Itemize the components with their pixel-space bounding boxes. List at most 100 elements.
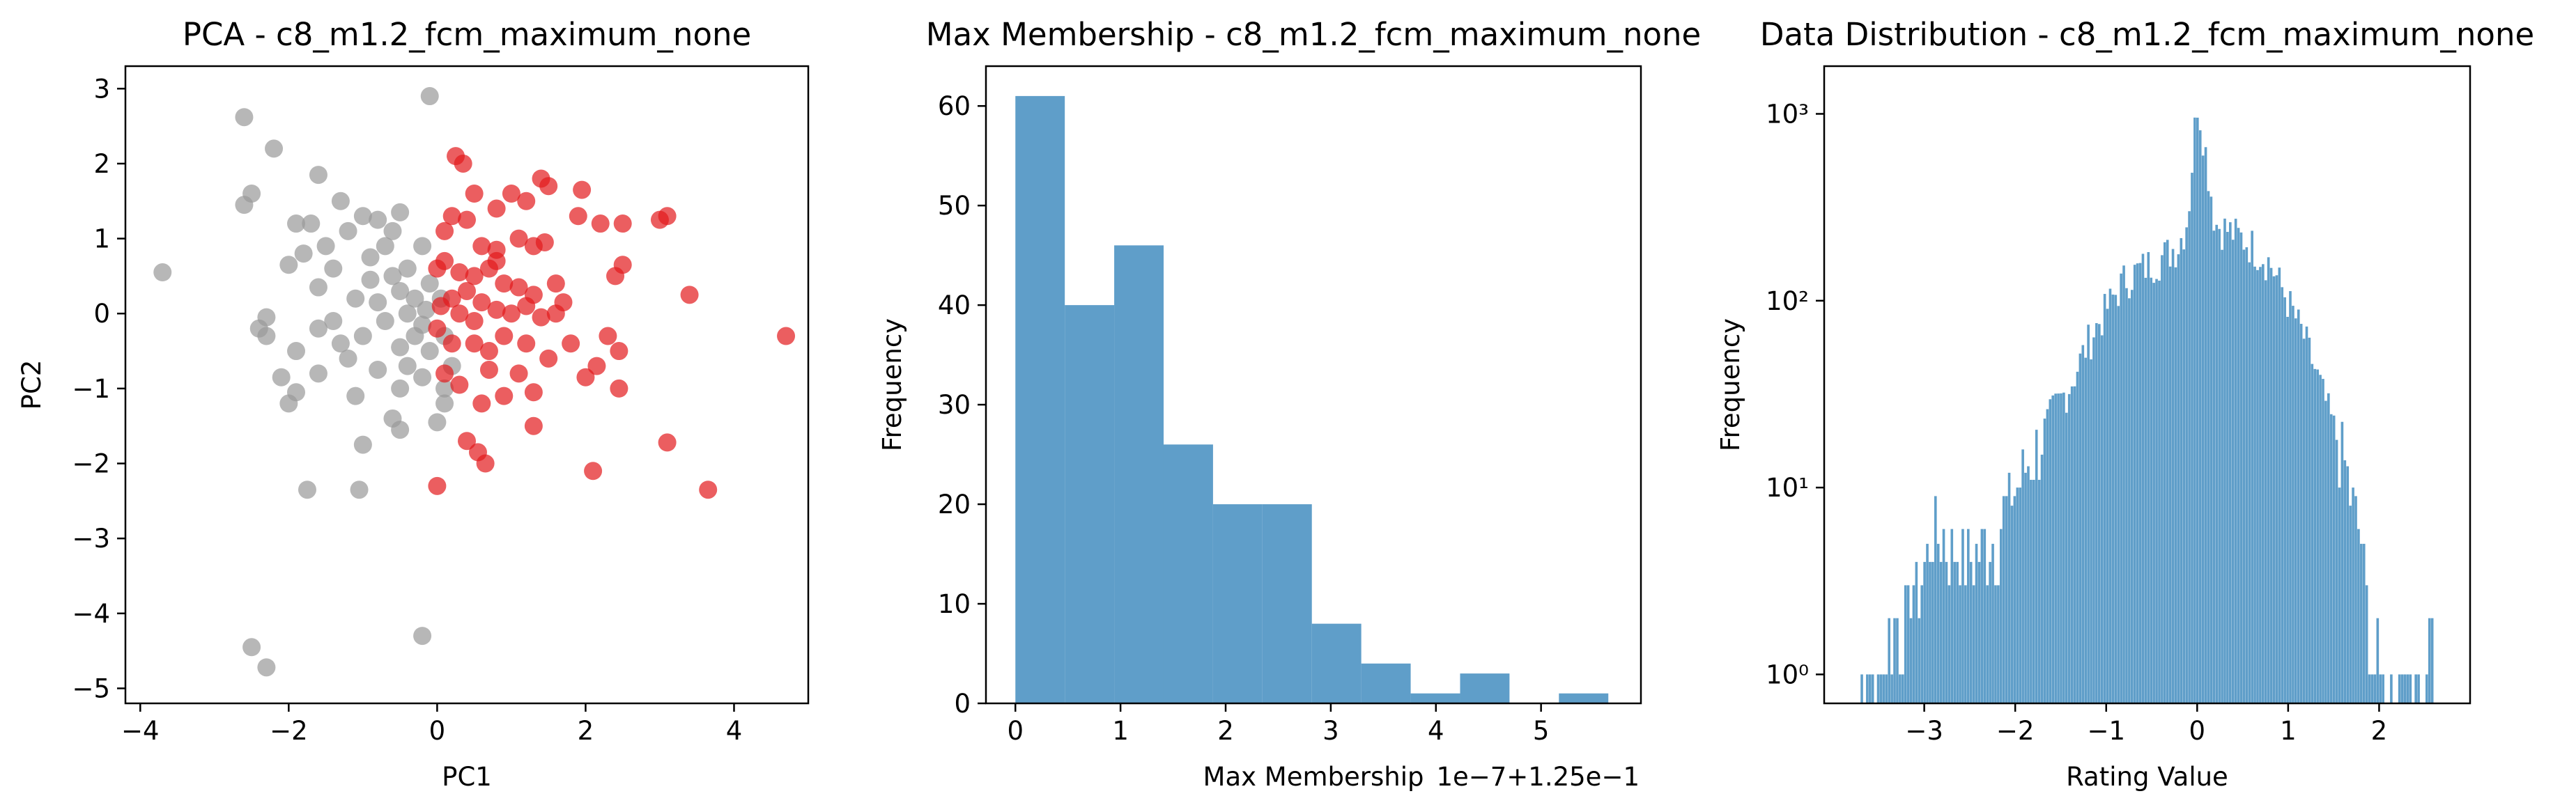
histogram-bar — [2316, 369, 2319, 703]
scatter-point-gray — [287, 342, 305, 361]
histogram-bar — [2398, 674, 2401, 703]
histogram-bar — [1912, 585, 1915, 703]
histogram-bar — [2215, 224, 2219, 703]
scatter-point-gray — [391, 379, 410, 398]
scatter-point-gray — [242, 185, 261, 203]
histogram-bar — [1311, 623, 1362, 703]
histogram-bar — [2332, 415, 2336, 703]
histogram-bar — [2370, 674, 2374, 703]
histogram-bar — [2166, 240, 2169, 703]
histogram-bar — [2106, 309, 2109, 703]
histogram-bar — [2226, 231, 2229, 704]
pca-y-tick-label: −3 — [72, 524, 110, 554]
scatter-point-gray — [369, 293, 387, 312]
histogram-bar — [2329, 414, 2333, 703]
histogram-bar — [2087, 325, 2090, 703]
histogram-bar — [2010, 506, 2014, 703]
histogram-bar — [2256, 270, 2259, 703]
histogram-bar — [1939, 561, 1943, 703]
scatter-point-gray — [302, 214, 321, 233]
pca-x-tick-label: 0 — [429, 716, 446, 746]
scatter-point-red — [435, 221, 454, 240]
scatter-point-red — [472, 293, 491, 312]
histogram-bar — [2147, 251, 2150, 703]
membership-y-tick-label: 0 — [954, 689, 971, 719]
scatter-point-red — [428, 476, 447, 495]
histogram-bar — [2035, 430, 2038, 703]
scatter-point-red — [532, 308, 550, 327]
histogram-bar — [2253, 266, 2256, 703]
histogram-bar — [2302, 338, 2306, 703]
scatter-point-red — [517, 192, 536, 210]
histogram-bar — [2207, 191, 2210, 704]
histogram-bar — [2062, 392, 2065, 703]
distribution-x-tick-label: 1 — [2280, 716, 2297, 746]
histogram-bar — [2081, 345, 2085, 703]
data-distribution-histogram-panel: Data Distribution - c8_m1.2_fcm_maximum_… — [1715, 16, 2534, 792]
histogram-bar — [1997, 585, 2000, 703]
scatter-point-red — [517, 334, 536, 353]
scatter-point-red — [442, 207, 461, 226]
membership-y-tick-label: 40 — [938, 290, 971, 320]
histogram-bar — [1964, 585, 1967, 703]
histogram-bar — [2021, 449, 2024, 703]
histogram-bar — [2095, 322, 2098, 703]
scatter-point-gray — [413, 368, 432, 387]
scatter-point-gray — [309, 364, 327, 383]
histogram-bar — [2267, 257, 2270, 704]
pca-x-tick-label: 4 — [726, 716, 743, 746]
scatter-point-gray — [257, 327, 276, 345]
distribution-plot-frame — [1823, 65, 2471, 705]
histogram-bar — [2308, 337, 2311, 703]
histogram-bar — [2049, 399, 2052, 703]
scatter-point-red — [524, 383, 543, 402]
histogram-bar — [2286, 316, 2289, 703]
scatter-point-gray — [435, 394, 454, 413]
histogram-bar — [1975, 543, 1978, 703]
histogram-bar — [1986, 585, 1989, 703]
scatter-point-red — [472, 237, 491, 256]
histogram-bar — [2417, 674, 2420, 703]
scatter-point-red — [435, 251, 454, 270]
scatter-point-gray — [420, 342, 439, 361]
scatter-point-red — [658, 433, 677, 452]
scatter-point-red — [495, 274, 514, 293]
pca-y-tick-label: −2 — [72, 449, 110, 479]
membership-x-axis-label: Max Membership — [1203, 762, 1424, 792]
membership-y-tick-label: 20 — [938, 490, 971, 520]
pca-scatter-panel: PCA - c8_m1.2_fcm_maximum_none−4 −2 0 2 4−5−… — [17, 16, 810, 792]
histogram-bar — [2338, 487, 2341, 703]
pca-x-tick-label: −2 — [270, 716, 308, 746]
histogram-bar — [2144, 277, 2147, 703]
histogram-bar — [1991, 543, 1994, 703]
histogram-bar — [1888, 618, 1891, 703]
histogram-bar — [1896, 618, 1899, 703]
histogram-bar — [2264, 280, 2267, 703]
scatter-point-gray — [376, 237, 394, 256]
scatter-point-red — [495, 387, 514, 405]
scatter-point-red — [450, 375, 469, 394]
pca-x-tick-label: −4 — [121, 716, 160, 746]
histogram-bar — [2368, 674, 2371, 703]
histogram-bar — [1163, 444, 1213, 703]
histogram-bar — [2379, 674, 2382, 703]
scatter-point-red — [546, 274, 565, 293]
histogram-bar — [1959, 585, 1961, 703]
histogram-bar — [1559, 693, 1609, 703]
histogram-bar — [2196, 117, 2199, 703]
histogram-bar — [2177, 254, 2180, 703]
histogram-bar — [2352, 487, 2354, 703]
histogram-bar — [2125, 288, 2128, 703]
histogram-bar — [2171, 249, 2175, 703]
distribution-x-axis-label: Rating Value — [2066, 762, 2228, 792]
scatter-point-gray — [420, 274, 439, 293]
histogram-bar — [2209, 196, 2213, 703]
scatter-point-red — [502, 304, 520, 323]
distribution-x-tick-label: 0 — [2189, 716, 2206, 746]
membership-x-tick-label: 2 — [1217, 716, 1234, 746]
distribution-y-tick-label: 10² — [1766, 286, 1809, 316]
histogram-bar — [2297, 309, 2300, 703]
scatter-point-gray — [417, 300, 435, 319]
scatter-point-gray — [383, 267, 402, 286]
scatter-point-gray — [353, 327, 372, 345]
